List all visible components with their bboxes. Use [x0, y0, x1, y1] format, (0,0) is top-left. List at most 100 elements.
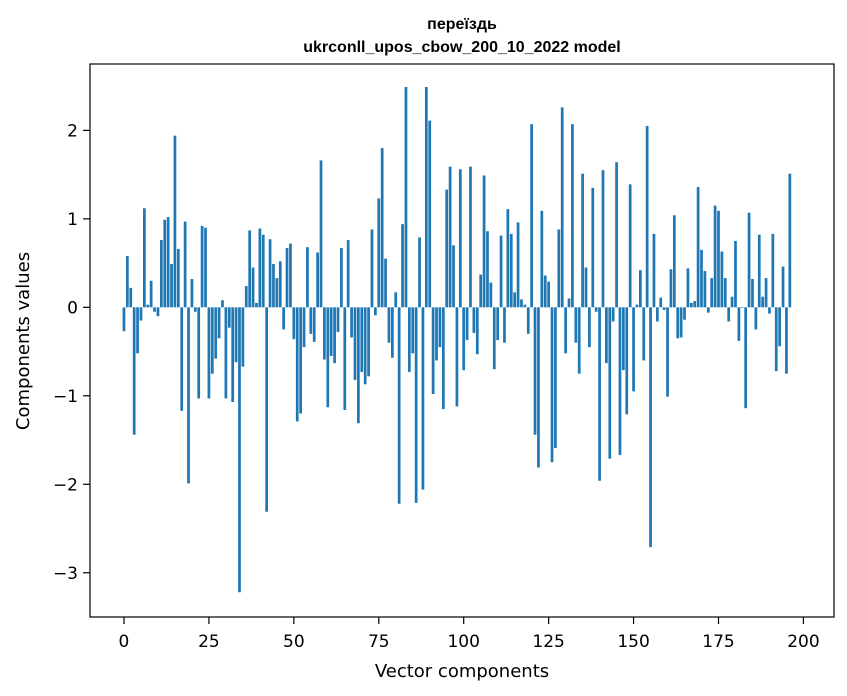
bar-72 — [367, 307, 370, 377]
bar-24 — [204, 227, 207, 308]
bar-188 — [761, 296, 765, 308]
bar-195 — [785, 307, 788, 374]
bar-99 — [458, 169, 462, 308]
bar-28 — [217, 307, 221, 339]
x-tick-label: 125 — [532, 632, 564, 652]
bar-23 — [200, 225, 204, 308]
bar-6 — [143, 208, 146, 308]
bar-171 — [703, 271, 707, 308]
bar-169 — [696, 186, 700, 308]
bar-1 — [126, 256, 129, 308]
bar-125 — [547, 281, 550, 308]
bar-90 — [428, 120, 432, 308]
bar-170 — [700, 249, 703, 308]
bar-17 — [180, 307, 184, 411]
bar-39 — [255, 302, 258, 308]
bar-151 — [635, 304, 639, 308]
bar-135 — [581, 173, 584, 308]
bar-121 — [533, 307, 537, 435]
bar-184 — [747, 212, 751, 308]
bar-114 — [509, 233, 513, 308]
bar-46 — [278, 261, 282, 308]
x-tick-label: 100 — [447, 632, 479, 652]
bar-93 — [438, 307, 442, 348]
bar-8 — [149, 280, 153, 308]
bar-144 — [611, 307, 615, 322]
x-tick-label: 25 — [198, 632, 220, 652]
bar-26 — [210, 307, 214, 374]
bar-143 — [608, 307, 612, 459]
bar-110 — [496, 307, 500, 341]
y-tick-label: 2 — [67, 121, 78, 141]
bar-52 — [299, 307, 302, 414]
bar-140 — [598, 307, 601, 481]
bar-78 — [387, 307, 391, 343]
bar-56 — [312, 307, 316, 342]
bar-191 — [771, 233, 775, 308]
bar-160 — [666, 307, 669, 397]
bar-183 — [744, 307, 748, 409]
bar-168 — [693, 301, 697, 308]
bar-136 — [584, 267, 588, 308]
bar-118 — [523, 304, 527, 308]
bar-155 — [649, 307, 652, 548]
bar-61 — [329, 307, 333, 356]
bar-54 — [306, 247, 309, 308]
bar-138 — [591, 187, 595, 308]
bar-123 — [540, 210, 544, 308]
bar-55 — [309, 307, 313, 334]
x-tick-label: 50 — [283, 632, 305, 652]
bar-76 — [380, 148, 384, 308]
bar-19 — [187, 307, 190, 484]
bar-119 — [526, 307, 530, 334]
bar-35 — [241, 307, 245, 367]
bar-86 — [414, 307, 418, 503]
y-tick-label: −3 — [53, 564, 78, 584]
bar-182 — [740, 307, 744, 308]
bar-186 — [754, 307, 758, 330]
bar-20 — [190, 279, 194, 308]
bar-33 — [234, 307, 238, 363]
bar-41 — [261, 234, 265, 308]
plot-area-frame — [89, 63, 835, 618]
bar-81 — [397, 307, 401, 504]
bar-48 — [285, 248, 289, 308]
y-tick-label: 1 — [67, 210, 78, 230]
bar-22 — [197, 307, 201, 399]
bar-57 — [316, 252, 319, 308]
bar-193 — [778, 307, 781, 347]
bar-83 — [404, 87, 408, 308]
bar-82 — [401, 224, 404, 308]
bar-45 — [275, 278, 279, 308]
y-tick-label: 0 — [67, 298, 78, 318]
bar-102 — [469, 166, 472, 308]
bar-12 — [163, 219, 167, 308]
bar-84 — [407, 307, 411, 372]
bar-4 — [136, 307, 139, 354]
bar-37 — [248, 230, 252, 308]
bar-189 — [764, 278, 768, 308]
y-tick-label: −1 — [53, 387, 78, 407]
bar-127 — [554, 307, 557, 448]
bar-66 — [346, 240, 350, 308]
bar-122 — [537, 307, 540, 468]
bar-108 — [489, 282, 493, 308]
bar-5 — [139, 307, 143, 321]
bar-111 — [499, 235, 503, 308]
bar-89 — [424, 87, 428, 308]
bar-30 — [224, 307, 228, 399]
bar-62 — [333, 307, 336, 364]
bar-36 — [244, 286, 248, 308]
y-axis-ticks: −3 −2 −1 0 1 2 — [53, 121, 90, 584]
bar-126 — [550, 307, 554, 463]
bar-190 — [768, 307, 771, 314]
bar-94 — [441, 307, 445, 410]
bar-68 — [353, 307, 357, 380]
bar-163 — [676, 307, 680, 339]
x-tick-label: 200 — [787, 632, 819, 652]
bar-40 — [258, 228, 262, 308]
bar-162 — [672, 215, 676, 308]
bar-124 — [543, 275, 547, 308]
x-tick-label: 75 — [368, 632, 390, 652]
